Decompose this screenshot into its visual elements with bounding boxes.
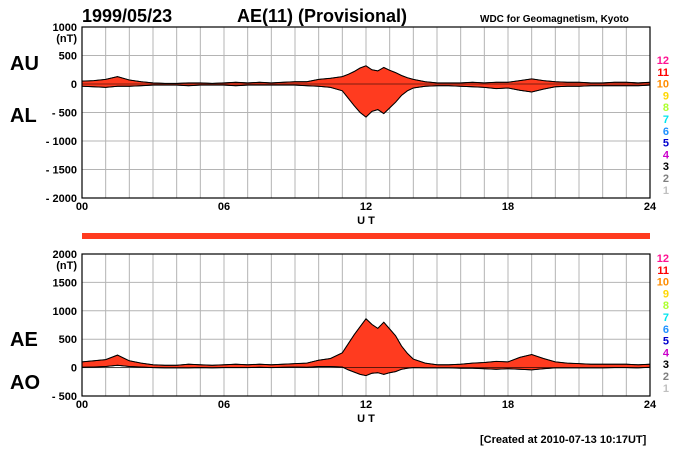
y-tick-label: 0 xyxy=(71,79,77,91)
y-tick-label: 2000 xyxy=(53,249,77,261)
x-tick-label: 18 xyxy=(502,399,514,411)
x-tick-label: 18 xyxy=(502,201,514,213)
y-tick-label: 1000 xyxy=(53,306,77,318)
station-number: 11 xyxy=(657,265,669,277)
station-number: 6 xyxy=(663,324,669,336)
plot-date: 1999/05/23 xyxy=(82,6,172,26)
y-tick-label: - 1500 xyxy=(46,165,77,177)
station-number: 9 xyxy=(663,90,669,102)
upper-series-label: AE xyxy=(10,329,38,351)
y-tick-label: - 500 xyxy=(52,108,77,120)
x-tick-label: 12 xyxy=(360,201,372,213)
station-number: 8 xyxy=(663,102,669,114)
x-tick-label: 24 xyxy=(644,399,657,411)
y-tick-label: 1000 xyxy=(53,22,77,34)
station-number: 5 xyxy=(663,336,669,348)
station-number: 12 xyxy=(657,253,669,265)
station-number: 3 xyxy=(663,359,669,371)
y-tick-label: 0 xyxy=(71,363,77,375)
upper-series-line xyxy=(81,318,651,366)
station-number: 7 xyxy=(663,114,669,126)
upper-series-line xyxy=(81,65,651,84)
x-tick-label: 24 xyxy=(644,201,657,213)
unit-label: (nT) xyxy=(56,33,77,45)
plot-title: AE(11) (Provisional) xyxy=(237,6,407,26)
x-tick-label: 06 xyxy=(218,399,230,411)
lower-series-label: AL xyxy=(10,105,37,127)
lower-series-line xyxy=(81,84,651,118)
station-number: 6 xyxy=(663,126,669,138)
x-tick-label: 06 xyxy=(218,201,230,213)
y-tick-label: - 1000 xyxy=(46,136,77,148)
unit-label: (nT) xyxy=(56,260,77,272)
station-number: 11 xyxy=(657,67,669,79)
station-number: 3 xyxy=(663,161,669,173)
y-tick-label: 500 xyxy=(59,334,77,346)
station-number: 5 xyxy=(663,138,669,150)
lower-series-label: AO xyxy=(10,372,40,394)
station-number: 9 xyxy=(663,288,669,300)
x-tick-label: 00 xyxy=(76,201,88,213)
index-area xyxy=(81,65,651,118)
y-tick-label: - 2000 xyxy=(46,193,77,205)
station-number: 8 xyxy=(663,300,669,312)
y-tick-label: - 500 xyxy=(52,391,77,403)
station-number: 2 xyxy=(663,173,669,185)
timeline-bar xyxy=(82,233,650,239)
station-number: 1 xyxy=(663,383,669,395)
station-number: 4 xyxy=(663,347,670,359)
station-number: 2 xyxy=(663,371,669,383)
station-number: 4 xyxy=(663,149,670,161)
y-tick-label: 1500 xyxy=(53,277,77,289)
data-source: WDC for Geomagnetism, Kyoto xyxy=(480,14,629,25)
ae-ao-panel: 2000 1500 1000 500 0 - 500 (nT) 00 06 12 18 24 U T AE… xyxy=(10,249,657,425)
y-tick-label: 500 xyxy=(59,51,77,63)
station-number: 10 xyxy=(657,79,669,91)
station-number: 12 xyxy=(657,55,669,67)
x-axis-label: U T xyxy=(357,413,375,425)
created-timestamp: [Created at 2010-07-13 10:17UT] xyxy=(480,434,647,446)
plot-frame xyxy=(81,253,651,397)
upper-series-label: AU xyxy=(10,53,39,75)
x-tick-label: 00 xyxy=(76,399,88,411)
station-number: 1 xyxy=(663,185,669,197)
x-tick-label: 12 xyxy=(360,399,372,411)
index-area xyxy=(81,318,651,377)
au-al-panel: 1000 500 0 - 500 - 1000 - 1500 - 2000 (nT) 00 06 1… xyxy=(10,22,657,227)
station-number: 7 xyxy=(663,312,669,324)
x-axis-label: U T xyxy=(357,215,375,227)
station-number: 10 xyxy=(657,277,669,289)
plot-frame xyxy=(81,26,651,199)
